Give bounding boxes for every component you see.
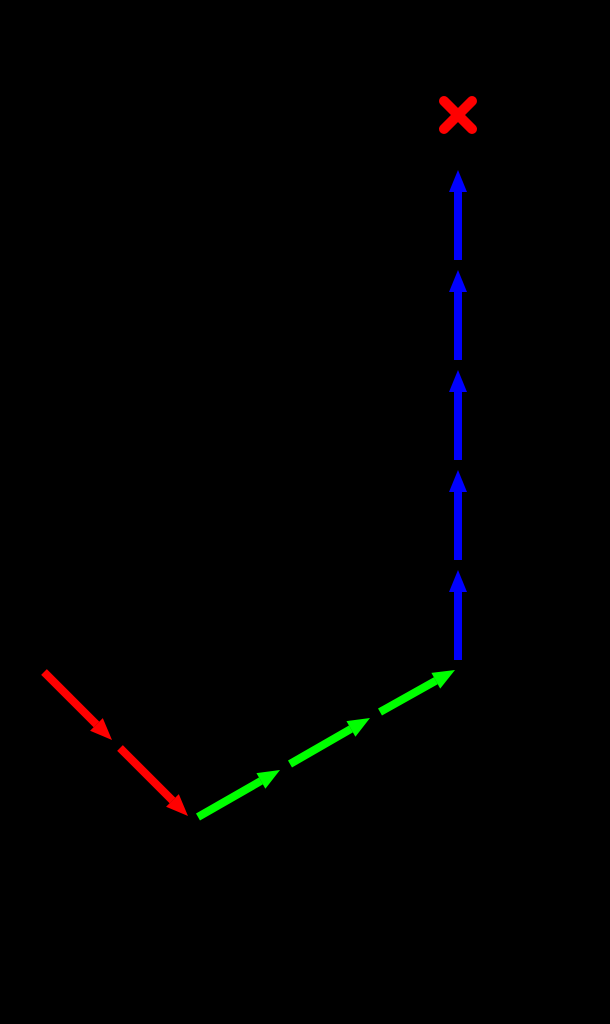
red-path-arrow-shaft-1 — [120, 748, 172, 800]
red-path-arrow-shaft-0 — [44, 672, 96, 724]
blue-path-arrow-head-0 — [449, 570, 467, 592]
green-path-arrow-shaft-1 — [290, 729, 351, 764]
blue-path-arrow-head-2 — [449, 370, 467, 392]
blue-path-arrow-head-3 — [449, 270, 467, 292]
green-path-arrow-shaft-0 — [198, 781, 261, 817]
blue-path-arrow-head-4 — [449, 170, 467, 192]
vector-diagram — [0, 0, 610, 1024]
green-path-arrow-shaft-2 — [380, 681, 436, 712]
blue-path-arrow-head-1 — [449, 470, 467, 492]
end-marker-x-icon — [444, 101, 472, 129]
